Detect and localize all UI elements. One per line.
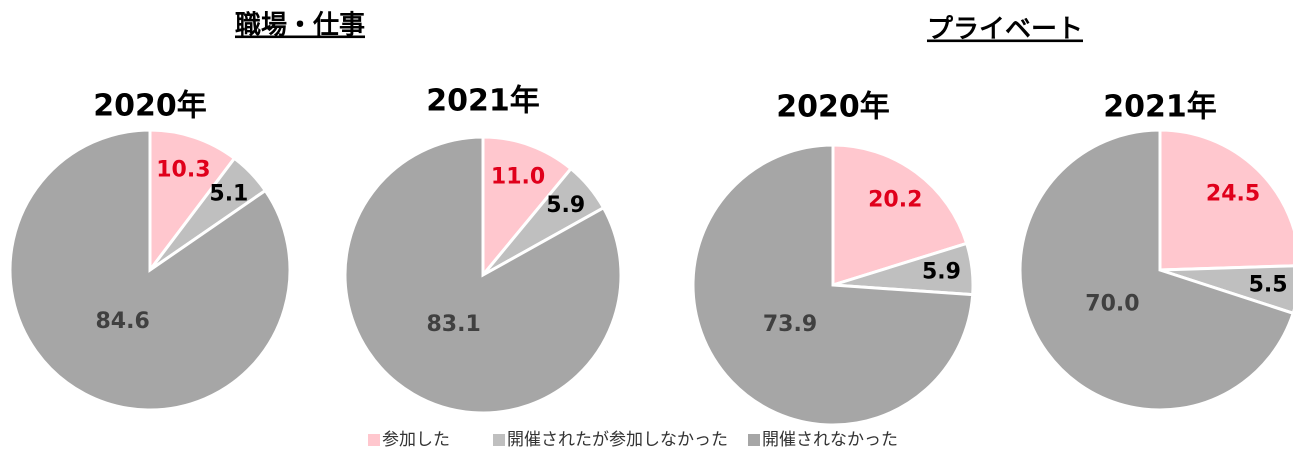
value-label: 83.1 [427, 312, 481, 337]
pie-slice [8, 128, 292, 412]
value-label: 84.6 [96, 309, 150, 334]
pie-slice [148, 128, 237, 275]
value-label: 73.9 [763, 312, 817, 337]
legend-swatch [493, 434, 505, 446]
pie-slice [343, 135, 623, 415]
pie-title: 2021年 [1103, 90, 1217, 125]
group-title: 職場・仕事 [235, 11, 365, 41]
pie-slice [691, 143, 975, 427]
pie-title: 2020年 [93, 89, 207, 124]
pie-slice [1018, 128, 1293, 412]
legend-swatch [368, 434, 380, 446]
legend-label: 開催されたが参加しなかった [507, 430, 728, 450]
value-label: 11.0 [491, 165, 545, 190]
value-label: 5.9 [546, 193, 585, 218]
value-label: 5.9 [922, 259, 961, 284]
value-label: 20.2 [868, 187, 922, 212]
value-label: 70.0 [1085, 292, 1139, 317]
value-label: 10.3 [156, 157, 210, 182]
legend-label: 参加した [382, 430, 450, 450]
pie-title: 2020年 [776, 90, 890, 125]
pie-slice [481, 135, 574, 280]
value-label: 5.1 [209, 182, 248, 207]
pie-slice [831, 143, 969, 288]
value-label: 24.5 [1206, 182, 1260, 207]
legend-swatch [748, 434, 760, 446]
group-title: プライベート [927, 15, 1083, 45]
legend-label: 開催されなかった [762, 430, 898, 450]
pie-title: 2021年 [426, 84, 540, 119]
pie-slice [1158, 128, 1293, 272]
value-label: 5.5 [1249, 272, 1288, 297]
